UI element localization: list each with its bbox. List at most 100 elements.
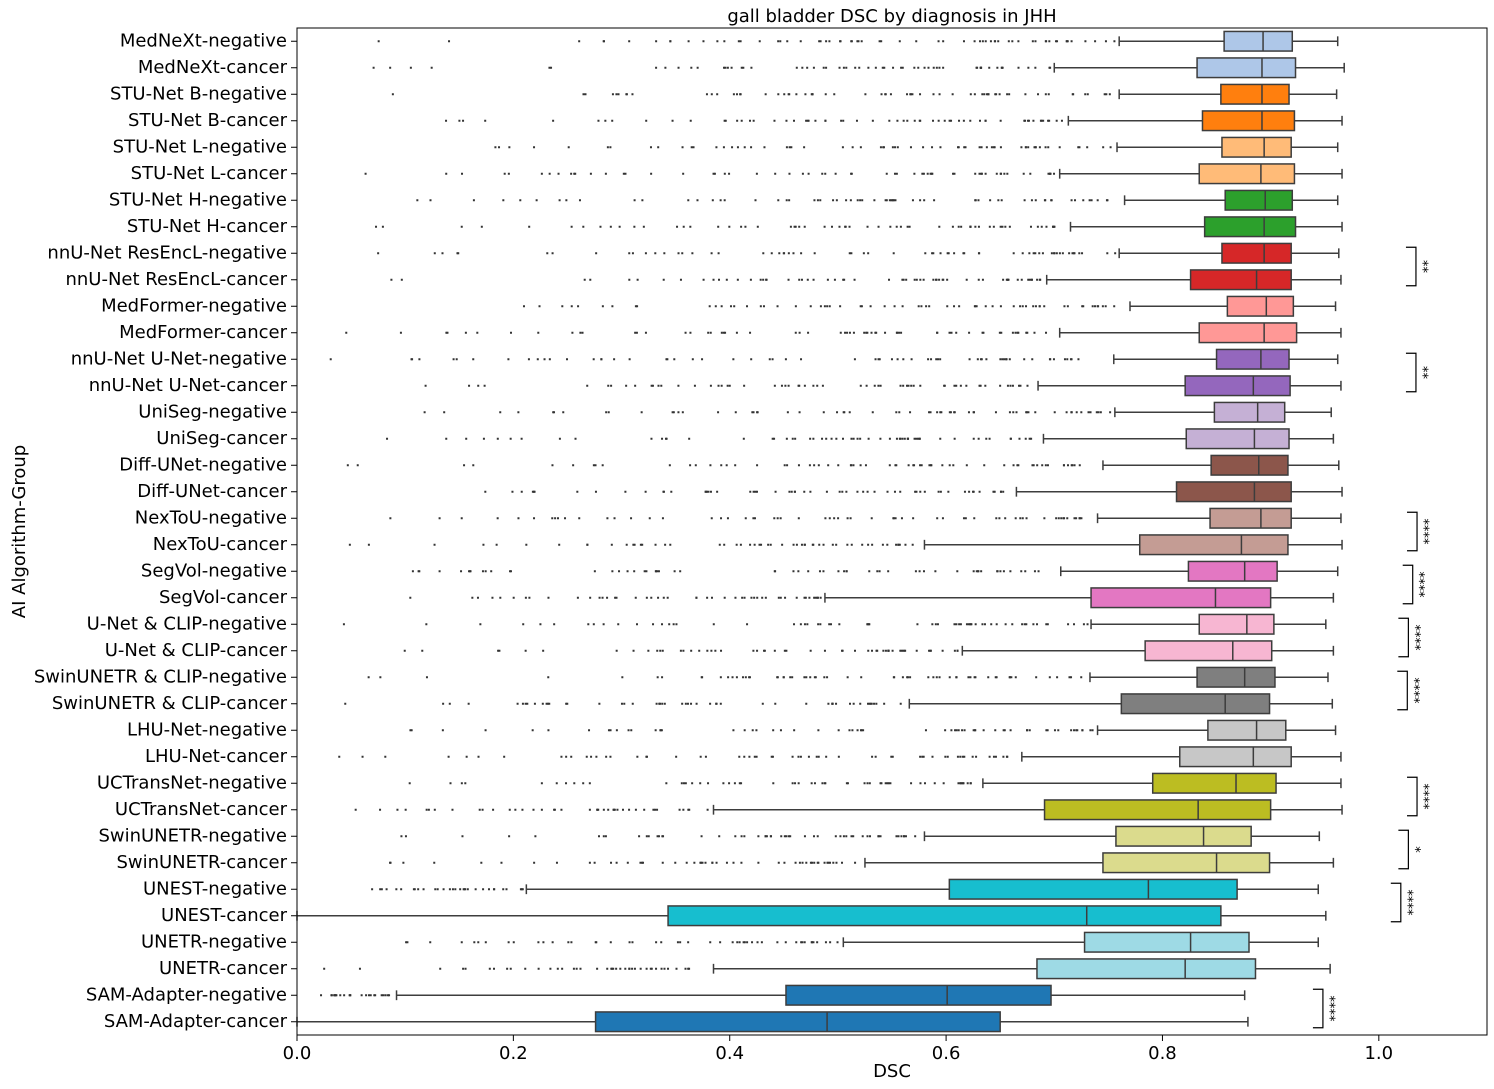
- outlier-point: [631, 702, 634, 705]
- outlier-point: [764, 596, 767, 599]
- outlier-point: [837, 570, 840, 573]
- outlier-point: [1057, 517, 1060, 520]
- outlier-point: [754, 199, 757, 202]
- outlier-point: [1017, 66, 1020, 69]
- outlier-point: [400, 278, 403, 281]
- outlier-point: [972, 490, 975, 493]
- bracket-line: [1407, 511, 1418, 552]
- outlier-point: [817, 623, 820, 626]
- outlier-point: [1055, 517, 1058, 520]
- outlier-point: [386, 994, 389, 997]
- outlier-point: [633, 543, 636, 546]
- outlier-point: [927, 66, 930, 69]
- outlier-point: [939, 490, 942, 493]
- outlier-point: [982, 729, 985, 732]
- outlier-point: [1037, 93, 1040, 96]
- x-axis-title: DSC: [873, 1061, 911, 1082]
- outlier-point: [375, 225, 378, 228]
- outlier-point: [595, 755, 598, 758]
- outlier-point: [660, 941, 663, 944]
- outlier-point: [605, 411, 608, 414]
- box-group: STU-Net B-negative: [110, 83, 1338, 105]
- outlier-point: [380, 994, 383, 997]
- outlier-point: [732, 729, 735, 732]
- outlier-point: [969, 676, 972, 679]
- outlier-point: [1017, 40, 1020, 43]
- outlier-point: [900, 66, 903, 69]
- outlier-point: [639, 543, 642, 546]
- outlier-point: [654, 252, 657, 255]
- outlier-point: [961, 729, 964, 732]
- outlier-point: [783, 464, 786, 467]
- outlier-point: [333, 994, 336, 997]
- outlier-point: [791, 437, 794, 440]
- outlier-point: [480, 861, 483, 864]
- outlier-point: [500, 861, 503, 864]
- outlier-point: [740, 66, 743, 69]
- outlier-point: [609, 755, 612, 758]
- x-tick-label: 0.6: [932, 1043, 961, 1064]
- outlier-point: [445, 119, 448, 122]
- y-tick-label: SwinUNETR & CLIP-negative: [34, 666, 287, 687]
- y-tick-label: UNETR-negative: [141, 931, 287, 952]
- outlier-point: [990, 146, 993, 149]
- outlier-point: [462, 888, 465, 891]
- outlier-point: [798, 225, 801, 228]
- outlier-points: [348, 543, 914, 546]
- outlier-point: [448, 40, 451, 43]
- outlier-point: [517, 411, 520, 414]
- outlier-point: [823, 861, 826, 864]
- outlier-point: [464, 888, 467, 891]
- outlier-point: [770, 252, 773, 255]
- outlier-point: [1081, 252, 1084, 255]
- outlier-points: [408, 782, 972, 785]
- outlier-point: [891, 199, 894, 202]
- outlier-point: [384, 994, 387, 997]
- outlier-point: [1015, 411, 1018, 414]
- outlier-point: [1009, 729, 1012, 732]
- outlier-point: [552, 119, 555, 122]
- outlier-point: [771, 358, 774, 361]
- outlier-point: [556, 967, 559, 970]
- box-group: SwinUNETR & CLIP-negative: [34, 666, 1329, 688]
- outlier-point: [812, 66, 815, 69]
- outlier-point: [666, 358, 669, 361]
- outlier-point: [825, 490, 828, 493]
- outlier-point: [825, 66, 828, 69]
- outlier-point: [890, 755, 893, 758]
- x-tick-label: 1.0: [1364, 1043, 1393, 1064]
- outlier-point: [377, 40, 380, 43]
- outlier-point: [811, 861, 814, 864]
- outlier-point: [1078, 146, 1081, 149]
- outlier-point: [822, 66, 825, 69]
- significance-label: ****: [1416, 519, 1431, 546]
- outlier-point: [860, 40, 863, 43]
- outlier-point: [687, 199, 690, 202]
- outlier-point: [917, 66, 920, 69]
- outlier-point: [1011, 384, 1014, 387]
- outlier-point: [385, 888, 388, 891]
- outlier-point: [1019, 305, 1022, 308]
- outlier-point: [782, 676, 785, 679]
- outlier-point: [963, 755, 966, 758]
- outlier-point: [549, 967, 552, 970]
- outlier-point: [616, 808, 619, 811]
- outlier-point: [751, 941, 754, 944]
- outlier-point: [687, 40, 690, 43]
- outlier-point: [1038, 278, 1041, 281]
- outlier-point: [662, 490, 665, 493]
- outlier-point: [864, 464, 867, 467]
- y-tick-label: LHU-Net-negative: [127, 719, 287, 740]
- outlier-point: [962, 119, 965, 122]
- significance-label: **: [1414, 260, 1429, 274]
- outlier-point: [1114, 252, 1117, 255]
- outlier-point: [846, 782, 849, 785]
- outlier-point: [590, 755, 593, 758]
- outlier-point: [645, 967, 648, 970]
- outlier-point: [803, 225, 806, 228]
- outlier-point: [728, 225, 731, 228]
- outlier-point: [830, 225, 833, 228]
- outlier-point: [661, 702, 664, 705]
- outlier-point: [969, 93, 972, 96]
- outlier-point: [628, 358, 631, 361]
